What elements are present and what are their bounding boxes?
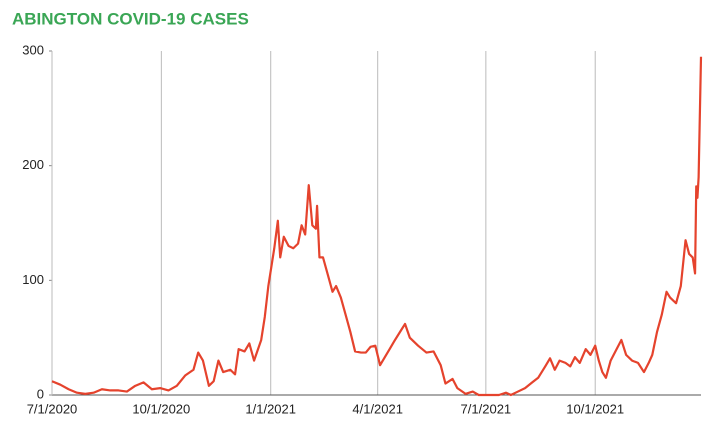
x-tick-label: 4/1/2021 <box>352 401 403 416</box>
y-tick-label: 300 <box>22 42 44 57</box>
x-tick-label: 7/1/2021 <box>461 401 512 416</box>
chart-title: ABINGTON COVID-19 CASES <box>12 9 249 28</box>
x-tick-label: 10/1/2021 <box>566 401 624 416</box>
y-tick-label: 200 <box>22 157 44 172</box>
y-tick-label: 100 <box>22 272 44 287</box>
x-tick-label: 7/1/2020 <box>27 401 78 416</box>
y-tick-label: 0 <box>37 386 44 401</box>
line-series <box>51 56 703 397</box>
x-tick-label: 10/1/2020 <box>132 401 190 416</box>
x-tick-label: 1/1/2021 <box>245 401 296 416</box>
